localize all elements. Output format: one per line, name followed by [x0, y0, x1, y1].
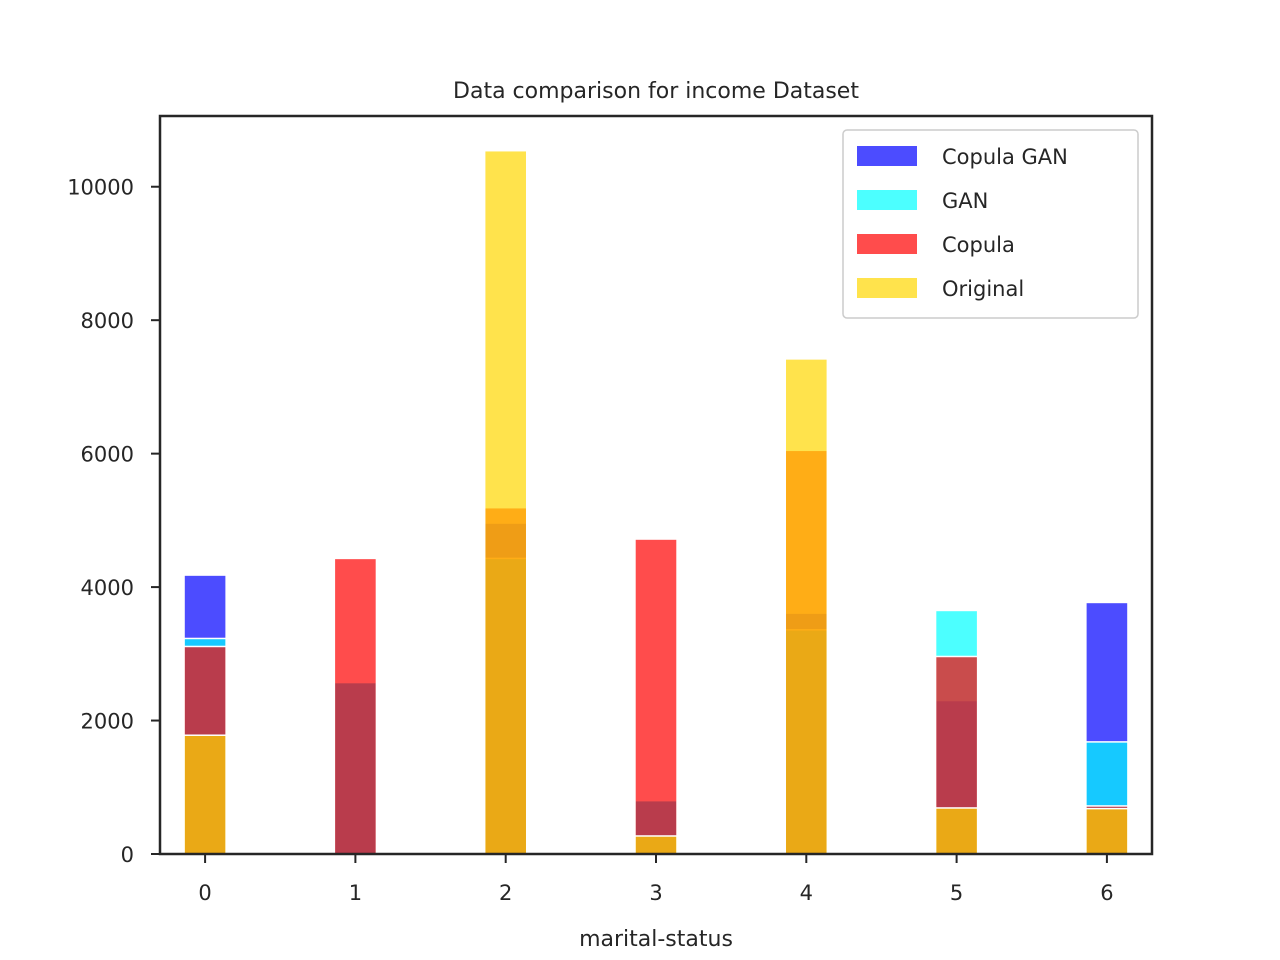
- legend-box: [842, 129, 1139, 319]
- legend-label-gan: GAN: [942, 189, 988, 213]
- legend-label-original: Original: [942, 277, 1024, 301]
- legend-swatch-copula-gan: [857, 146, 917, 166]
- legend-swatch-copula: [857, 234, 917, 254]
- bar-original-6: [1085, 807, 1129, 855]
- legend-swatch-gan: [857, 190, 917, 210]
- x-tick-label: 1: [349, 881, 362, 905]
- y-tick-label: 2000: [81, 710, 134, 734]
- bar-original-5: [934, 807, 979, 855]
- bar-original-2: [483, 149, 528, 855]
- bar-copula-3: [634, 538, 678, 855]
- y-tick-label: 8000: [81, 309, 134, 333]
- bar-original-3: [634, 835, 678, 855]
- bar-original-0: [183, 734, 227, 855]
- x-tick-label: 0: [198, 881, 211, 905]
- bar-original-4: [784, 358, 829, 855]
- y-tick-label: 10000: [67, 176, 134, 200]
- x-axis-ticks: 0 1 2 3 4 5 6: [198, 854, 1114, 905]
- plot-frame: [158, 114, 1154, 856]
- x-tick-label: 4: [800, 881, 813, 905]
- y-axis-ticks: 0 2000 4000 6000 8000 10000: [67, 176, 160, 867]
- x-tick-label: 3: [649, 881, 662, 905]
- x-axis-label: marital-status: [579, 927, 733, 952]
- y-tick-label: 4000: [81, 576, 134, 600]
- legend: Copula GAN GAN Copula Original: [842, 129, 1139, 319]
- y-tick-label: 0: [121, 843, 134, 867]
- x-tick-label: 6: [1100, 881, 1113, 905]
- legend-swatch-original: [857, 278, 917, 298]
- y-tick-label: 6000: [81, 443, 134, 467]
- legend-label-copula-gan: Copula GAN: [942, 145, 1068, 169]
- x-tick-label: 5: [950, 881, 963, 905]
- x-tick-label: 2: [499, 881, 512, 905]
- bars-layer: [183, 149, 1129, 855]
- bar-copula-1: [333, 557, 378, 855]
- legend-label-copula: Copula: [942, 233, 1015, 257]
- chart-title: Data comparison for income Dataset: [453, 79, 859, 104]
